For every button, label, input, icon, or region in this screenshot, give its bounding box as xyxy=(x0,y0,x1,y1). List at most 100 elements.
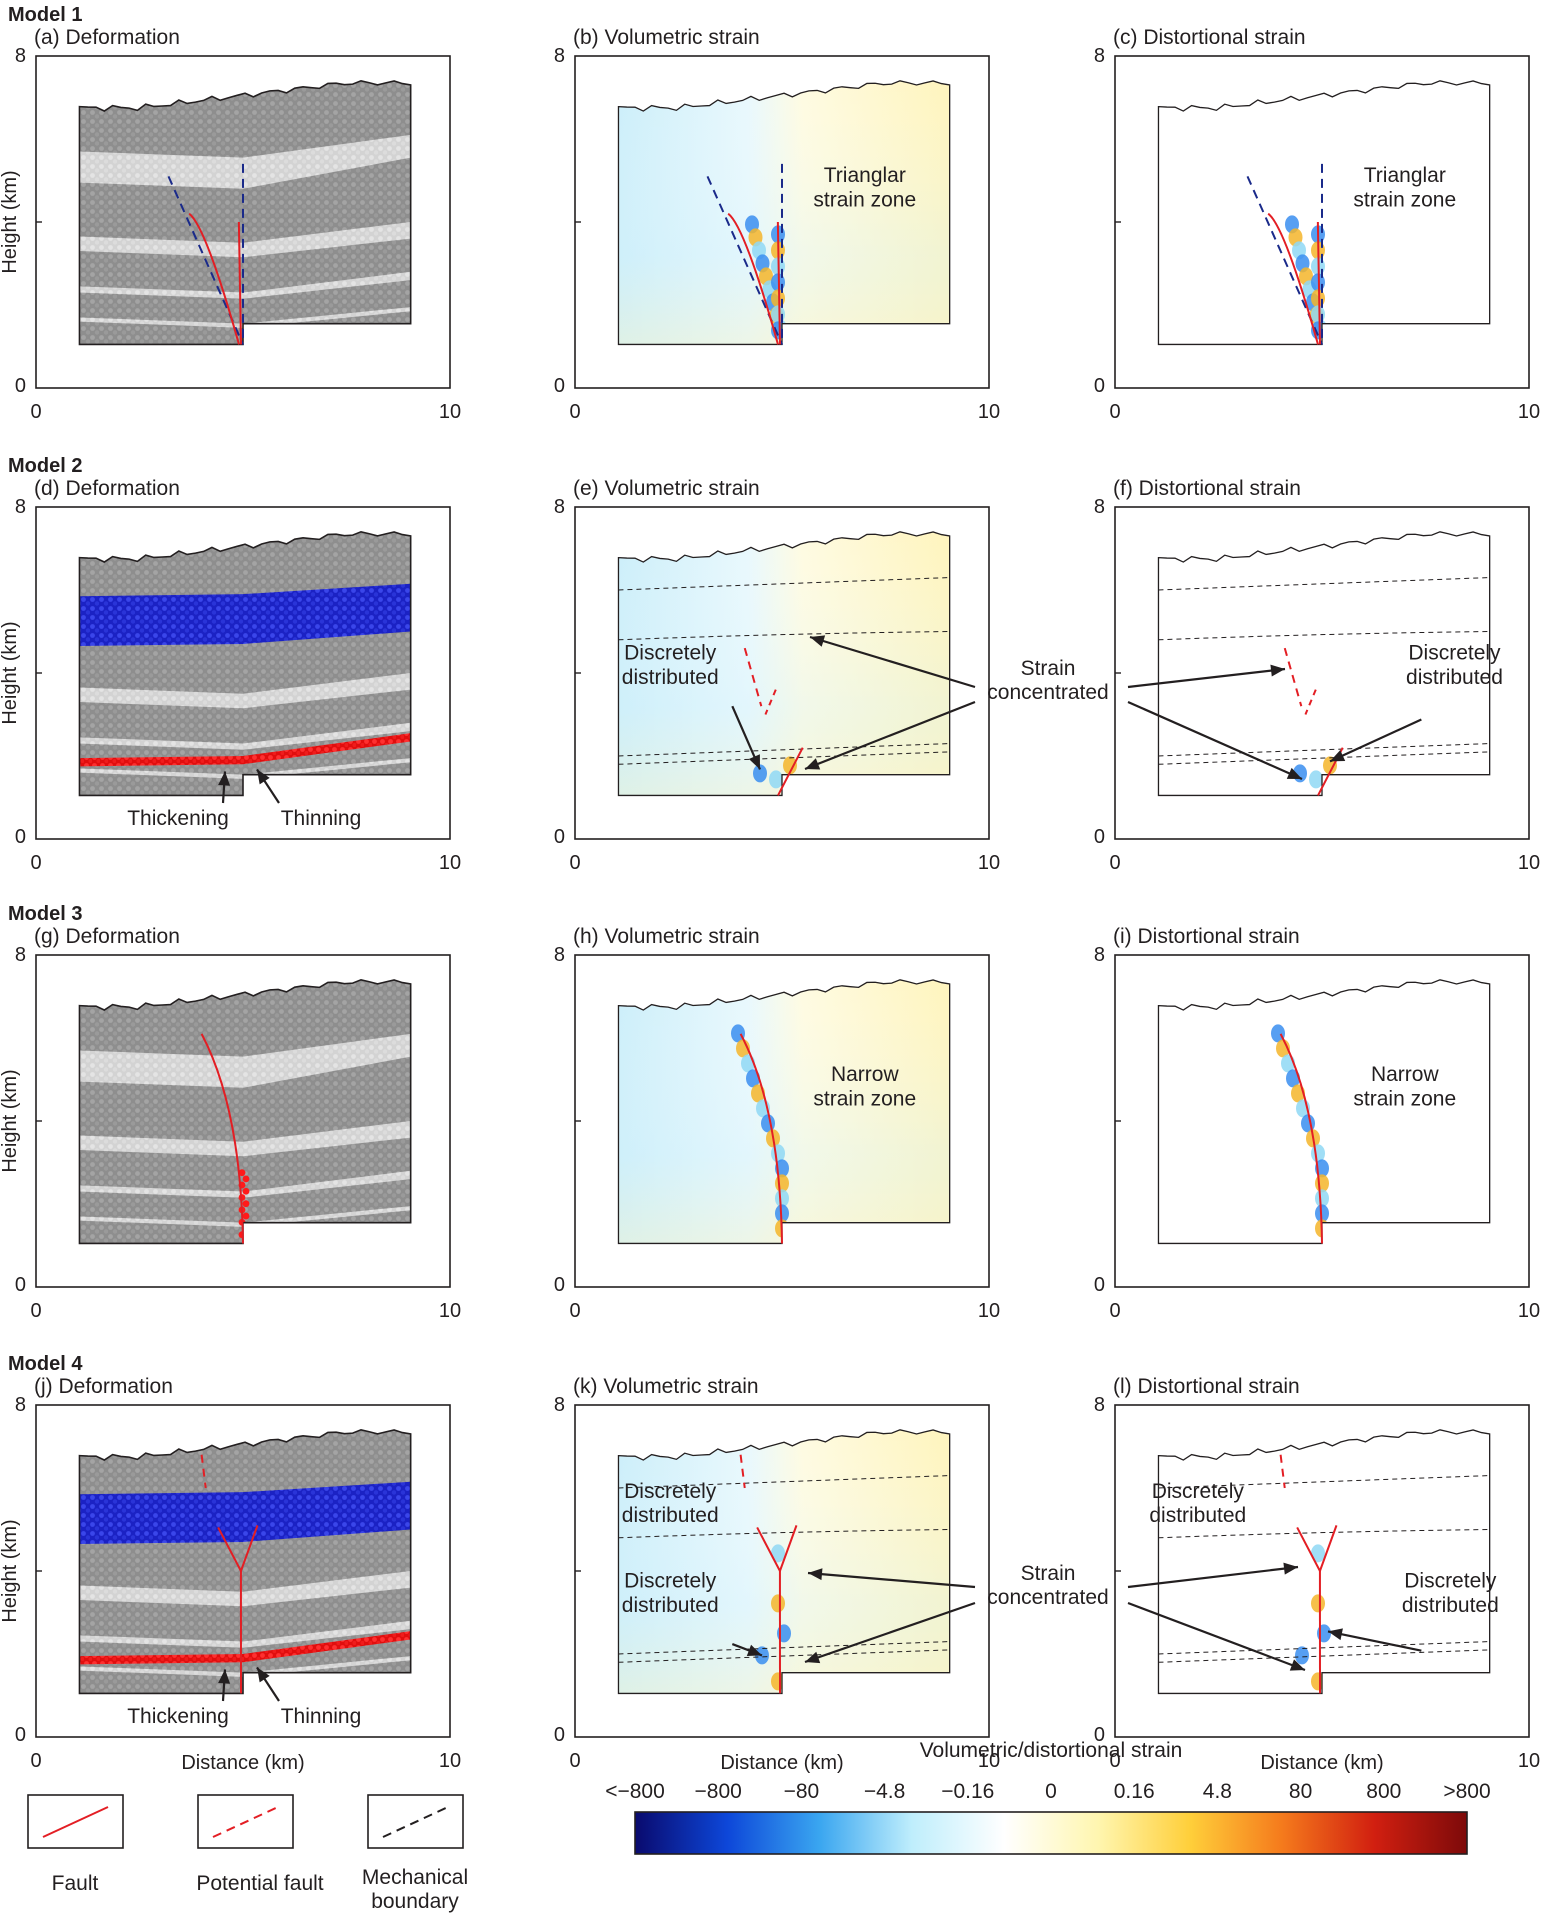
annotation-text-line: Discretely xyxy=(624,1480,717,1503)
particles-dark xyxy=(79,979,411,1244)
panel-def: (g) Deformation 8 00 10 Height (km) xyxy=(0,925,461,1322)
x-axis-label: Distance (km) xyxy=(181,1752,304,1774)
panel-def: (j) Deformation 8 00 10 Height (km) Distance … xyxy=(0,1375,461,1774)
colorbar-tick-label: 0.16 xyxy=(1114,1780,1155,1803)
mechanical-boundary xyxy=(1158,1641,1490,1655)
mechanical-boundary xyxy=(618,1649,950,1663)
fault-line xyxy=(1267,212,1319,345)
annotation-thinning: Thinning xyxy=(281,1705,362,1728)
potential-fault xyxy=(1283,647,1303,707)
mechanical-boundary xyxy=(618,577,950,591)
annotation-text-line: distributed xyxy=(622,1504,719,1527)
strain-concentration xyxy=(1311,1672,1325,1691)
annotation-text: Discretely distributed xyxy=(1149,1480,1246,1527)
colorbar-tick-label: −4.8 xyxy=(864,1780,905,1803)
particles-light-band xyxy=(79,1121,411,1157)
domain-outline xyxy=(78,1428,412,1695)
annotation-text-line: distributed xyxy=(1406,666,1503,689)
annotation-text-2-line: distributed xyxy=(1402,1594,1499,1617)
panel-label: (h) Volumetric strain xyxy=(573,925,760,948)
legend-label-line: boundary xyxy=(371,1890,459,1913)
xtick-left: 0 xyxy=(30,1750,41,1772)
annotation-text: Narrow strain zone xyxy=(813,1063,916,1110)
panel-vol: (k) Volumetric strain 8 00 10 Distance (km) D… xyxy=(554,1375,1000,1774)
strain-concentration xyxy=(775,1189,789,1208)
colorbar-tick-label: −800 xyxy=(695,1780,742,1803)
panel-label-line: (f) Distortional strain xyxy=(1113,477,1301,500)
legend-label-line: Potential fault xyxy=(196,1872,323,1895)
model-title: Model 3 xyxy=(8,903,82,925)
annotation-arrowhead xyxy=(1328,1628,1343,1641)
mechanical-boundary xyxy=(1158,1529,1490,1539)
deformation-field xyxy=(79,531,411,796)
ytick-top: 8 xyxy=(15,45,26,67)
ytick-bottom: 0 xyxy=(554,1274,565,1296)
strain-concentration xyxy=(1295,1646,1309,1665)
particles-light-band xyxy=(79,222,411,258)
panel-def: (d) Deformation 8 00 10 Height (km) Thickenin… xyxy=(0,477,461,874)
annotation-strain-concentrated: Strain concentrated xyxy=(987,657,1108,704)
weak-layer xyxy=(79,1631,411,1665)
annotation-text-line: Discretely xyxy=(1408,642,1501,665)
potential-fault xyxy=(764,689,777,715)
xtick-left: 0 xyxy=(569,401,580,423)
annotation-arrowhead xyxy=(1289,1659,1305,1671)
annotation-arrow-line xyxy=(809,635,976,689)
xtick-right: 10 xyxy=(1518,401,1540,423)
panel-dis: (l) Distortional strain 8 00 10 Distance (km… xyxy=(1094,1375,1540,1774)
annotation-text-2: Discretely distributed xyxy=(1402,1570,1499,1617)
annotation-thickening: Thickening xyxy=(127,807,229,830)
panel-label: (b) Volumetric strain xyxy=(573,26,760,49)
model-title: Model 4 xyxy=(8,1353,83,1375)
xtick-left: 0 xyxy=(1109,401,1120,423)
y-axis-label: Height (km) xyxy=(0,1069,21,1172)
annotation-thickening-line: Thickening xyxy=(127,807,229,830)
xtick-left: 0 xyxy=(569,852,580,874)
strain-field xyxy=(618,80,950,345)
panel-label: (j) Deformation xyxy=(34,1375,173,1398)
panel-label: (l) Distortional strain xyxy=(1113,1375,1300,1398)
panel-label-line: (b) Volumetric strain xyxy=(573,26,760,49)
annotation-arrow-line xyxy=(1127,667,1286,689)
ytick-bottom: 0 xyxy=(15,1724,26,1746)
domain-outline xyxy=(78,978,412,1245)
ytick-bottom: 0 xyxy=(15,1274,26,1296)
particles-light-band xyxy=(79,134,411,189)
panel-vol: (b) Volumetric strain 8 00 10 Trianglar strai… xyxy=(554,26,1000,423)
annotation-strain-concentrated-line: concentrated xyxy=(987,1586,1108,1609)
xtick-right: 10 xyxy=(439,401,461,423)
particles-light-band xyxy=(79,307,411,328)
strain-concentration xyxy=(1315,1189,1329,1208)
legend-swatch-line xyxy=(42,1806,109,1838)
annotation-text-line: strain zone xyxy=(813,1087,916,1110)
ytick-bottom: 0 xyxy=(15,826,26,848)
xtick-right: 10 xyxy=(439,852,461,874)
strain-concentration xyxy=(783,756,797,775)
xtick-right: 10 xyxy=(1518,1300,1540,1322)
mechanical-boundary xyxy=(1158,751,1490,765)
panel-label-line: (j) Deformation xyxy=(34,1375,173,1398)
annotation-arrow-line xyxy=(1327,1630,1422,1652)
annotation-arrowhead xyxy=(1330,750,1346,762)
legend-label-line: Mechanical xyxy=(362,1866,468,1889)
panel-dis: (c) Distortional strain 8 00 10 Trianglar str… xyxy=(1094,26,1540,423)
strong-layer xyxy=(79,1481,411,1545)
mechanical-boundary xyxy=(618,1641,950,1655)
domain-outline xyxy=(617,531,951,797)
domain-outline xyxy=(1157,1429,1491,1695)
x-axis-label: Distance (km) xyxy=(720,1752,843,1774)
xtick-left: 0 xyxy=(1109,852,1120,874)
xtick-right: 10 xyxy=(1518,852,1540,874)
y-axis-label: Height (km) xyxy=(0,621,21,724)
strain-concentration xyxy=(746,1069,760,1088)
panel-label: (e) Volumetric strain xyxy=(573,477,760,500)
particles-dark xyxy=(79,80,411,345)
xtick-left: 0 xyxy=(30,1300,41,1322)
ytick-bottom: 0 xyxy=(1094,826,1105,848)
ytick-top: 8 xyxy=(1094,496,1105,518)
mechanical-boundary xyxy=(618,1529,950,1539)
annotation-arrowhead xyxy=(746,1644,762,1657)
annotation-text: Discretely distributed xyxy=(1406,642,1503,689)
annotation-text-line: distributed xyxy=(622,666,719,689)
